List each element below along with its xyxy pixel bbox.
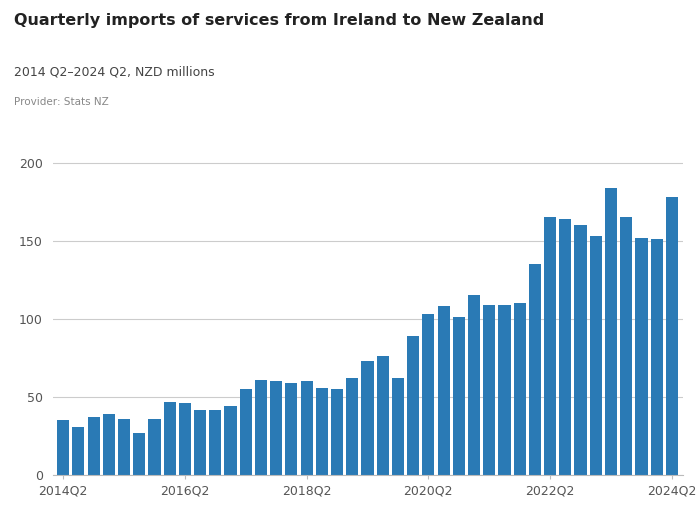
Bar (453, 317, 465, 475)
Bar (589, 236, 602, 475)
Bar (438, 307, 449, 475)
Bar (300, 381, 313, 475)
Bar (392, 378, 404, 475)
Bar (331, 389, 343, 475)
Bar (468, 296, 480, 475)
Bar (72, 427, 85, 475)
Text: 2014 Q2–2024 Q2, NZD millions: 2014 Q2–2024 Q2, NZD millions (14, 66, 215, 79)
Bar (636, 238, 648, 475)
Bar (88, 417, 99, 475)
Text: Quarterly imports of services from Ireland to New Zealand: Quarterly imports of services from Irela… (14, 13, 545, 28)
Bar (270, 381, 282, 475)
Bar (209, 410, 221, 475)
Bar (407, 336, 419, 475)
Bar (422, 314, 435, 475)
Bar (225, 406, 237, 475)
Bar (650, 239, 663, 475)
Bar (544, 217, 556, 475)
Bar (666, 197, 678, 475)
Bar (133, 433, 146, 475)
Bar (286, 383, 298, 475)
Bar (528, 264, 541, 475)
Bar (514, 303, 526, 475)
Bar (575, 225, 587, 475)
Bar (316, 387, 328, 475)
Bar (57, 421, 69, 475)
Text: Provider: Stats NZ: Provider: Stats NZ (14, 97, 108, 107)
Bar (559, 219, 571, 475)
Bar (498, 305, 510, 475)
Bar (164, 402, 176, 475)
Text: figure.nz: figure.nz (584, 18, 662, 32)
Bar (346, 378, 358, 475)
Bar (605, 187, 617, 475)
Bar (194, 410, 206, 475)
Bar (148, 419, 160, 475)
Bar (377, 356, 389, 475)
Bar (118, 419, 130, 475)
Bar (620, 217, 632, 475)
Bar (483, 305, 496, 475)
Bar (178, 403, 191, 475)
Bar (255, 380, 267, 475)
Bar (361, 361, 374, 475)
Bar (103, 414, 115, 475)
Bar (239, 389, 252, 475)
